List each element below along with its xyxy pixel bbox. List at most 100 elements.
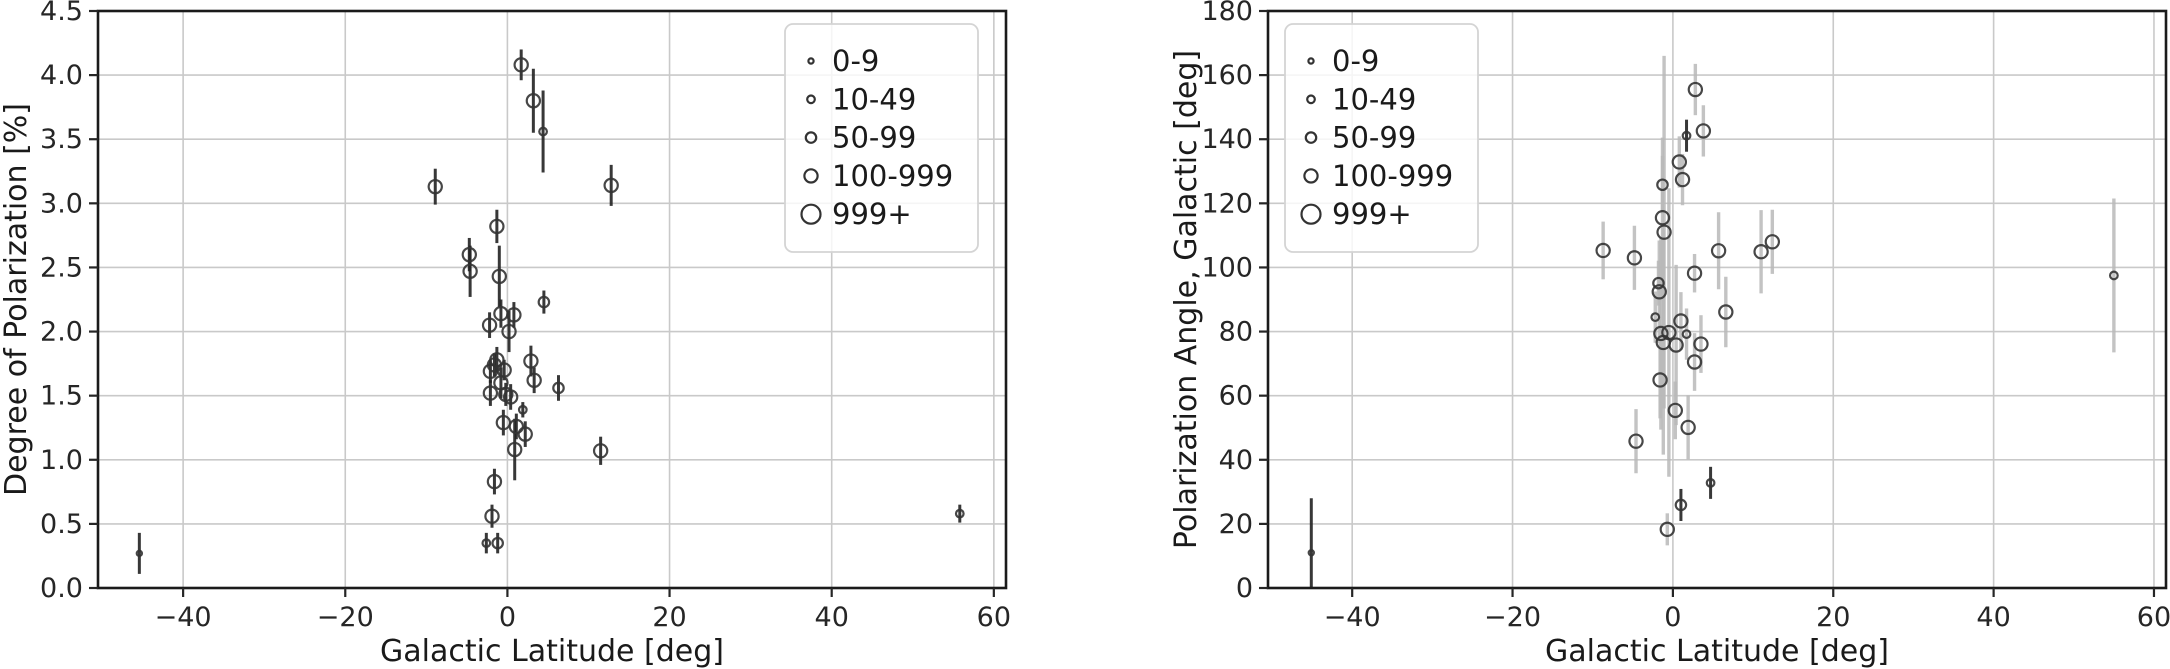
legend-box: [784, 23, 979, 253]
y-tick-label: 80: [1219, 317, 1253, 348]
data-point: [1668, 337, 1684, 353]
legend-marker-icon: [804, 131, 818, 144]
data-point: [523, 353, 539, 369]
data-point: [1695, 123, 1712, 139]
data-point: [525, 93, 542, 109]
plot-border: [96, 9, 1008, 590]
legend-label: 10-49: [1332, 82, 1416, 116]
x-tick-label: −40: [155, 602, 212, 633]
data-point: [954, 508, 965, 519]
data-point: [484, 508, 500, 524]
legend-label: 999+: [832, 197, 912, 231]
data-points: [1307, 81, 2119, 557]
legend-label: 50-99: [1332, 121, 1416, 155]
data-point: [491, 268, 508, 285]
x-tick-label: 60: [977, 602, 1011, 633]
data-point: [1674, 171, 1691, 188]
ticks: −40 −20 0 20 40 60 0 20 40 60 80 100 120 140 160 180: [1201, 0, 2170, 633]
data-point: [1650, 312, 1661, 323]
data-point: [526, 372, 542, 388]
x-tick-label: 0: [1664, 602, 1681, 633]
data-point: [1307, 549, 1315, 557]
legend-label: 999+: [1332, 197, 1412, 231]
data-point: [506, 307, 522, 323]
y-tick-label: 4.5: [40, 0, 83, 27]
data-point: [1693, 336, 1709, 352]
data-point: [461, 246, 478, 263]
data-point: [481, 317, 498, 333]
data-point: [1667, 402, 1684, 419]
data-point: [1652, 372, 1668, 388]
legend-marker-icon: [806, 94, 816, 105]
legend-marker-icon: [807, 57, 815, 65]
data-point: [1652, 276, 1665, 290]
data-point: [1686, 354, 1703, 370]
data-point: [482, 385, 499, 401]
right-plot: −40 −20 0 20 40 60 0 20 40 60 80 100 120 140 160 180 Gal…: [1169, 0, 2170, 669]
data-point: [508, 418, 525, 435]
legend-label: 100-999: [832, 159, 953, 193]
data-point: [496, 362, 512, 378]
data-point: [489, 218, 505, 235]
x-tick-label: 60: [2137, 602, 2170, 633]
data-point: [1626, 250, 1643, 266]
x-tick-label: 40: [815, 602, 849, 633]
data-point: [462, 263, 478, 279]
data-point: [1653, 325, 1669, 342]
legend-entry: 999+: [1300, 197, 1412, 231]
legend-entry: 50-99: [804, 121, 916, 155]
data-point: [1705, 477, 1716, 488]
data-point: [1710, 243, 1727, 259]
data-point: [1651, 284, 1667, 300]
legend-label: 0-9: [832, 44, 879, 78]
legend-marker-icon: [800, 203, 822, 225]
y-tick-label: 2.0: [40, 317, 83, 348]
data-point: [1764, 234, 1781, 250]
ticks: −40 −20 0 20 40 60 0.0 0.5 1.0 1.5 2.0 2.5 3.0 3.5 4.0…: [40, 0, 1011, 633]
legend-entry: 100-999: [803, 159, 953, 193]
y-tick-label: 2.5: [40, 252, 83, 283]
y-tick-label: 4.0: [40, 60, 83, 91]
legend-marker-icon: [803, 168, 819, 184]
x-tick-label: −40: [1324, 602, 1381, 633]
data-point: [491, 536, 504, 550]
legend-entry: 0-9: [807, 44, 879, 78]
y-tick-label: 0.5: [40, 509, 83, 540]
legend-entry: 50-99: [1304, 121, 1416, 155]
x-tick-label: −20: [317, 602, 374, 633]
data-point: [481, 538, 492, 549]
legend-entry: 10-49: [806, 82, 916, 116]
data-point: [1659, 521, 1675, 538]
legend-marker-icon: [1300, 203, 1322, 225]
data-point: [1680, 419, 1696, 436]
data-point: [489, 352, 505, 368]
data-point: [2108, 270, 2119, 281]
y-tick-label: 3.5: [40, 124, 83, 155]
data-point: [1656, 178, 1669, 192]
legend-label: 10-49: [832, 82, 916, 116]
x-axis-label: Galactic Latitude [deg]: [1545, 634, 1889, 669]
y-tick-label: 0.0: [40, 573, 83, 604]
legend-marker-icon: [1304, 131, 1318, 144]
y-tick-label: 1.0: [40, 445, 83, 476]
legend-entry: 999+: [800, 197, 912, 231]
legend-label: 50-99: [832, 121, 916, 155]
data-point: [502, 389, 519, 405]
legend-marker-icon: [1306, 94, 1316, 105]
legend-entry: 10-49: [1306, 82, 1416, 116]
data-point: [507, 441, 523, 458]
data-point: [1654, 210, 1671, 226]
legend: 0-9 10-49 50-99 100-999 999+: [784, 23, 979, 253]
data-point: [1656, 224, 1672, 240]
data-point: [513, 57, 529, 73]
y-tick-label: 3.0: [40, 188, 83, 219]
y-tick-label: 0: [1236, 573, 1253, 604]
data-point: [135, 549, 144, 558]
legend-label: 100-999: [1332, 159, 1453, 193]
data-point: [501, 323, 517, 340]
data-point: [517, 426, 533, 442]
legend: 0-9 10-49 50-99 100-999 999+: [1284, 23, 1479, 253]
legend-label: 0-9: [1332, 44, 1379, 78]
data-point: [1671, 154, 1688, 170]
